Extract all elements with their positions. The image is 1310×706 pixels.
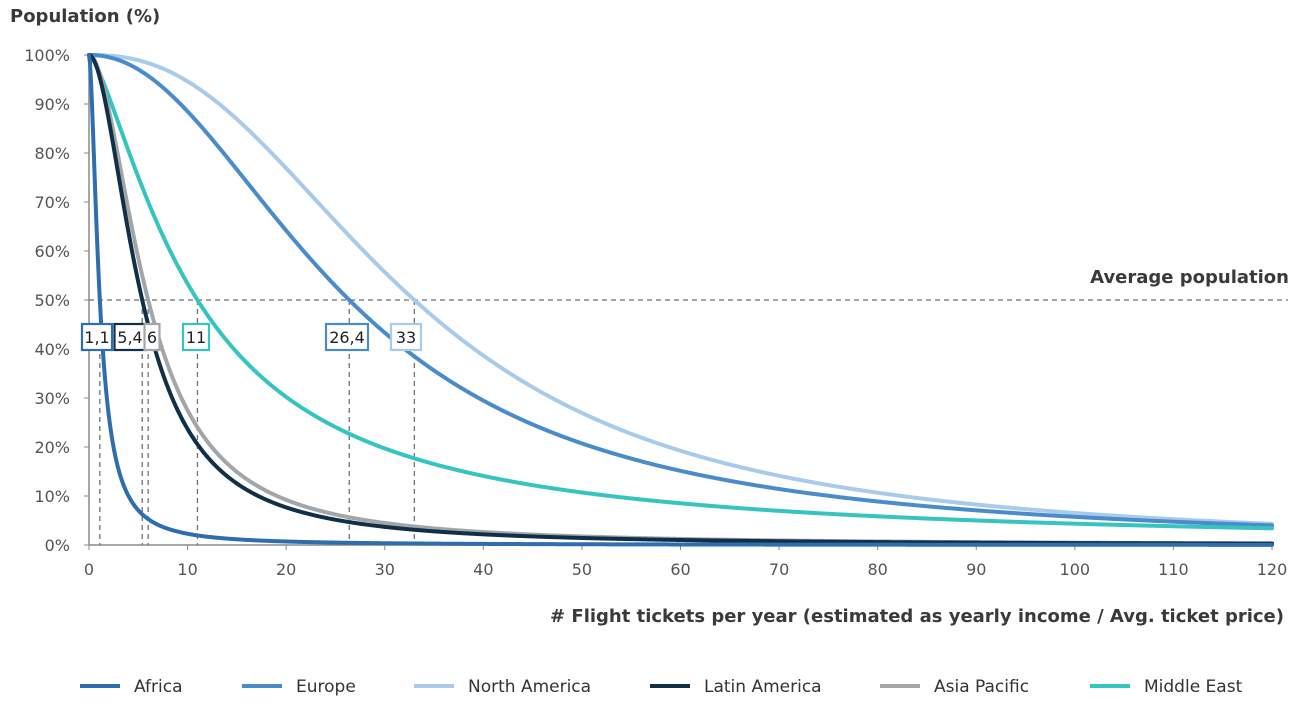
legend-item-middle-east: Middle East — [1090, 677, 1243, 697]
x-tick-label: 30 — [375, 560, 395, 579]
y-tick-label: 80% — [34, 144, 70, 163]
reference-line-group: Average population — [89, 267, 1289, 301]
series-line-north-america — [87, 53, 1274, 526]
legend-label: Middle East — [1144, 677, 1243, 697]
annotation-label: 5,4 — [117, 328, 142, 347]
y-tick-label: 100% — [24, 46, 70, 65]
median-annotations: 1,1 5,4 6 11 26,4 33 — [80, 322, 423, 352]
annotation-label: 11 — [186, 328, 206, 347]
legend-label: Latin America — [704, 677, 822, 697]
y-tick-label: 70% — [34, 193, 70, 212]
y-tick-label: 40% — [34, 340, 70, 359]
x-tick-label: 100 — [1060, 560, 1091, 579]
axes — [84, 54, 1273, 550]
legend-item-latin-america: Latin America — [650, 677, 822, 697]
annotation-label: 1,1 — [84, 328, 109, 347]
x-tick-label: 110 — [1158, 560, 1189, 579]
x-axis-label: # Flight tickets per year (estimated as … — [550, 606, 1284, 627]
annotation-1-1: 1,1 — [80, 322, 114, 352]
annotation-box — [113, 322, 147, 352]
x-tick-label: 0 — [84, 560, 94, 579]
x-tick-label: 40 — [473, 560, 493, 579]
y-tick-label: 30% — [34, 389, 70, 408]
legend-item-north-america: North America — [414, 677, 591, 697]
x-tick-label: 10 — [177, 560, 197, 579]
series-line-middle-east — [87, 53, 1274, 531]
x-tick-label: 50 — [572, 560, 592, 579]
annotation-6: 6 — [143, 322, 161, 352]
x-tick-label: 120 — [1257, 560, 1288, 579]
y-tick-label: 50% — [34, 291, 70, 310]
annotation-label: 6 — [147, 328, 157, 347]
annotation-box — [80, 322, 114, 352]
series-lines — [87, 53, 1274, 547]
legend: Africa Europe North America Latin America As… — [80, 677, 1243, 697]
annotation-box — [143, 322, 161, 352]
series-line-africa — [87, 53, 1274, 547]
annotation-26-4: 26,4 — [324, 322, 370, 352]
tick-labels: 0% 10% 20% 30% 40% 50% 60% 70% 80% 90% 100% 0 10 20 30… — [24, 46, 1287, 579]
y-tick-label: 20% — [34, 438, 70, 457]
x-tick-label: 80 — [867, 560, 887, 579]
x-tick-label: 60 — [670, 560, 690, 579]
y-tick-label: 0% — [45, 536, 70, 555]
annotation-label: 33 — [396, 328, 416, 347]
y-tick-label: 60% — [34, 242, 70, 261]
y-tick-label: 90% — [34, 95, 70, 114]
x-tick-label: 20 — [276, 560, 296, 579]
annotation-box — [324, 322, 370, 352]
legend-label: Africa — [134, 677, 183, 697]
series-line-europe — [87, 53, 1274, 528]
legend-item-africa: Africa — [80, 677, 183, 697]
annotation-box — [181, 322, 211, 352]
legend-label: Asia Pacific — [934, 677, 1029, 697]
legend-item-asia-pacific: Asia Pacific — [880, 677, 1029, 697]
average-population-label: Average population — [1090, 267, 1289, 288]
annotation-label: 26,4 — [329, 328, 365, 347]
legend-item-europe: Europe — [242, 677, 356, 697]
x-tick-label: 90 — [966, 560, 986, 579]
annotation-box — [389, 322, 423, 352]
annotation-11: 11 — [181, 322, 211, 352]
legend-label: North America — [468, 677, 591, 697]
legend-label: Europe — [296, 677, 356, 697]
annotation-33: 33 — [389, 322, 423, 352]
annotation-5-4: 5,4 — [113, 322, 147, 352]
y-tick-label: 10% — [34, 487, 70, 506]
x-tick-label: 70 — [769, 560, 789, 579]
y-axis-label: Population (%) — [10, 6, 160, 27]
